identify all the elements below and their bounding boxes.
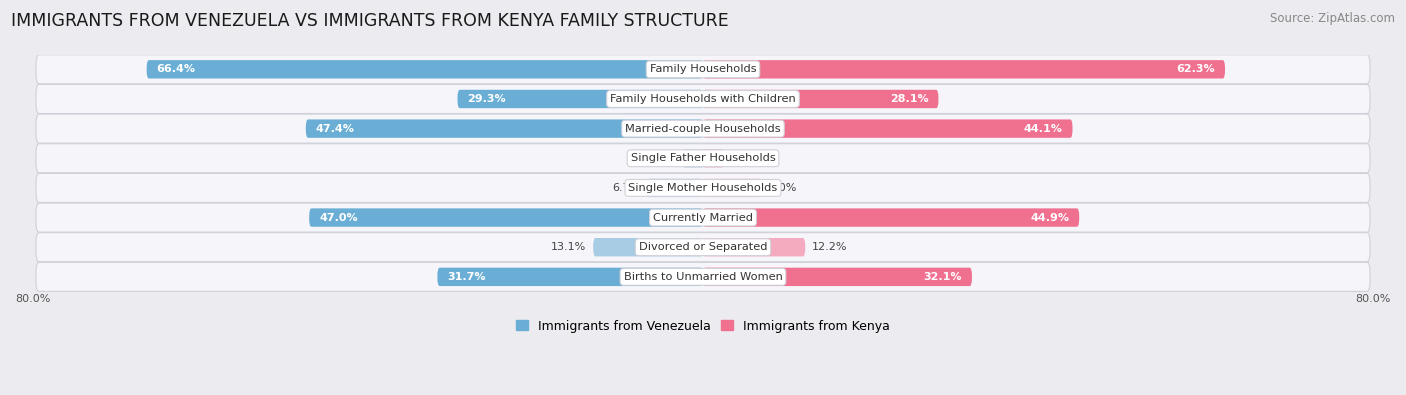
Text: Married-couple Households: Married-couple Households <box>626 124 780 134</box>
Text: 12.2%: 12.2% <box>811 242 848 252</box>
Text: 13.1%: 13.1% <box>551 242 586 252</box>
Text: Single Father Households: Single Father Households <box>631 153 775 163</box>
Text: 44.1%: 44.1% <box>1024 124 1063 134</box>
FancyBboxPatch shape <box>703 90 938 108</box>
FancyBboxPatch shape <box>703 268 972 286</box>
Text: 47.0%: 47.0% <box>319 213 359 222</box>
Text: 66.4%: 66.4% <box>156 64 195 74</box>
FancyBboxPatch shape <box>37 144 1369 173</box>
FancyBboxPatch shape <box>593 238 703 256</box>
FancyBboxPatch shape <box>37 233 1369 262</box>
FancyBboxPatch shape <box>37 173 1369 203</box>
FancyBboxPatch shape <box>647 179 703 197</box>
FancyBboxPatch shape <box>703 179 762 197</box>
Text: 32.1%: 32.1% <box>924 272 962 282</box>
FancyBboxPatch shape <box>683 149 703 167</box>
FancyBboxPatch shape <box>703 209 1080 227</box>
Text: 2.3%: 2.3% <box>648 153 678 163</box>
Text: 2.4%: 2.4% <box>730 153 758 163</box>
Text: 62.3%: 62.3% <box>1177 64 1215 74</box>
FancyBboxPatch shape <box>37 85 1369 113</box>
FancyBboxPatch shape <box>703 119 1073 138</box>
Legend: Immigrants from Venezuela, Immigrants from Kenya: Immigrants from Venezuela, Immigrants fr… <box>510 315 896 338</box>
FancyBboxPatch shape <box>309 209 703 227</box>
FancyBboxPatch shape <box>457 90 703 108</box>
FancyBboxPatch shape <box>307 119 703 138</box>
FancyBboxPatch shape <box>37 203 1369 232</box>
FancyBboxPatch shape <box>437 268 703 286</box>
Text: Family Households: Family Households <box>650 64 756 74</box>
Text: Source: ZipAtlas.com: Source: ZipAtlas.com <box>1270 12 1395 25</box>
Text: 6.7%: 6.7% <box>612 183 640 193</box>
Text: 28.1%: 28.1% <box>890 94 928 104</box>
Text: Single Mother Households: Single Mother Households <box>628 183 778 193</box>
Text: Divorced or Separated: Divorced or Separated <box>638 242 768 252</box>
FancyBboxPatch shape <box>37 55 1369 84</box>
Text: 7.0%: 7.0% <box>768 183 797 193</box>
FancyBboxPatch shape <box>703 149 723 167</box>
FancyBboxPatch shape <box>703 238 806 256</box>
Text: 47.4%: 47.4% <box>316 124 354 134</box>
FancyBboxPatch shape <box>146 60 703 79</box>
Text: Family Households with Children: Family Households with Children <box>610 94 796 104</box>
Text: Births to Unmarried Women: Births to Unmarried Women <box>624 272 782 282</box>
Text: 31.7%: 31.7% <box>447 272 486 282</box>
Text: 29.3%: 29.3% <box>468 94 506 104</box>
FancyBboxPatch shape <box>703 60 1225 79</box>
FancyBboxPatch shape <box>37 114 1369 143</box>
FancyBboxPatch shape <box>37 262 1369 292</box>
Text: 44.9%: 44.9% <box>1031 213 1069 222</box>
Text: IMMIGRANTS FROM VENEZUELA VS IMMIGRANTS FROM KENYA FAMILY STRUCTURE: IMMIGRANTS FROM VENEZUELA VS IMMIGRANTS … <box>11 12 728 30</box>
Text: Currently Married: Currently Married <box>652 213 754 222</box>
